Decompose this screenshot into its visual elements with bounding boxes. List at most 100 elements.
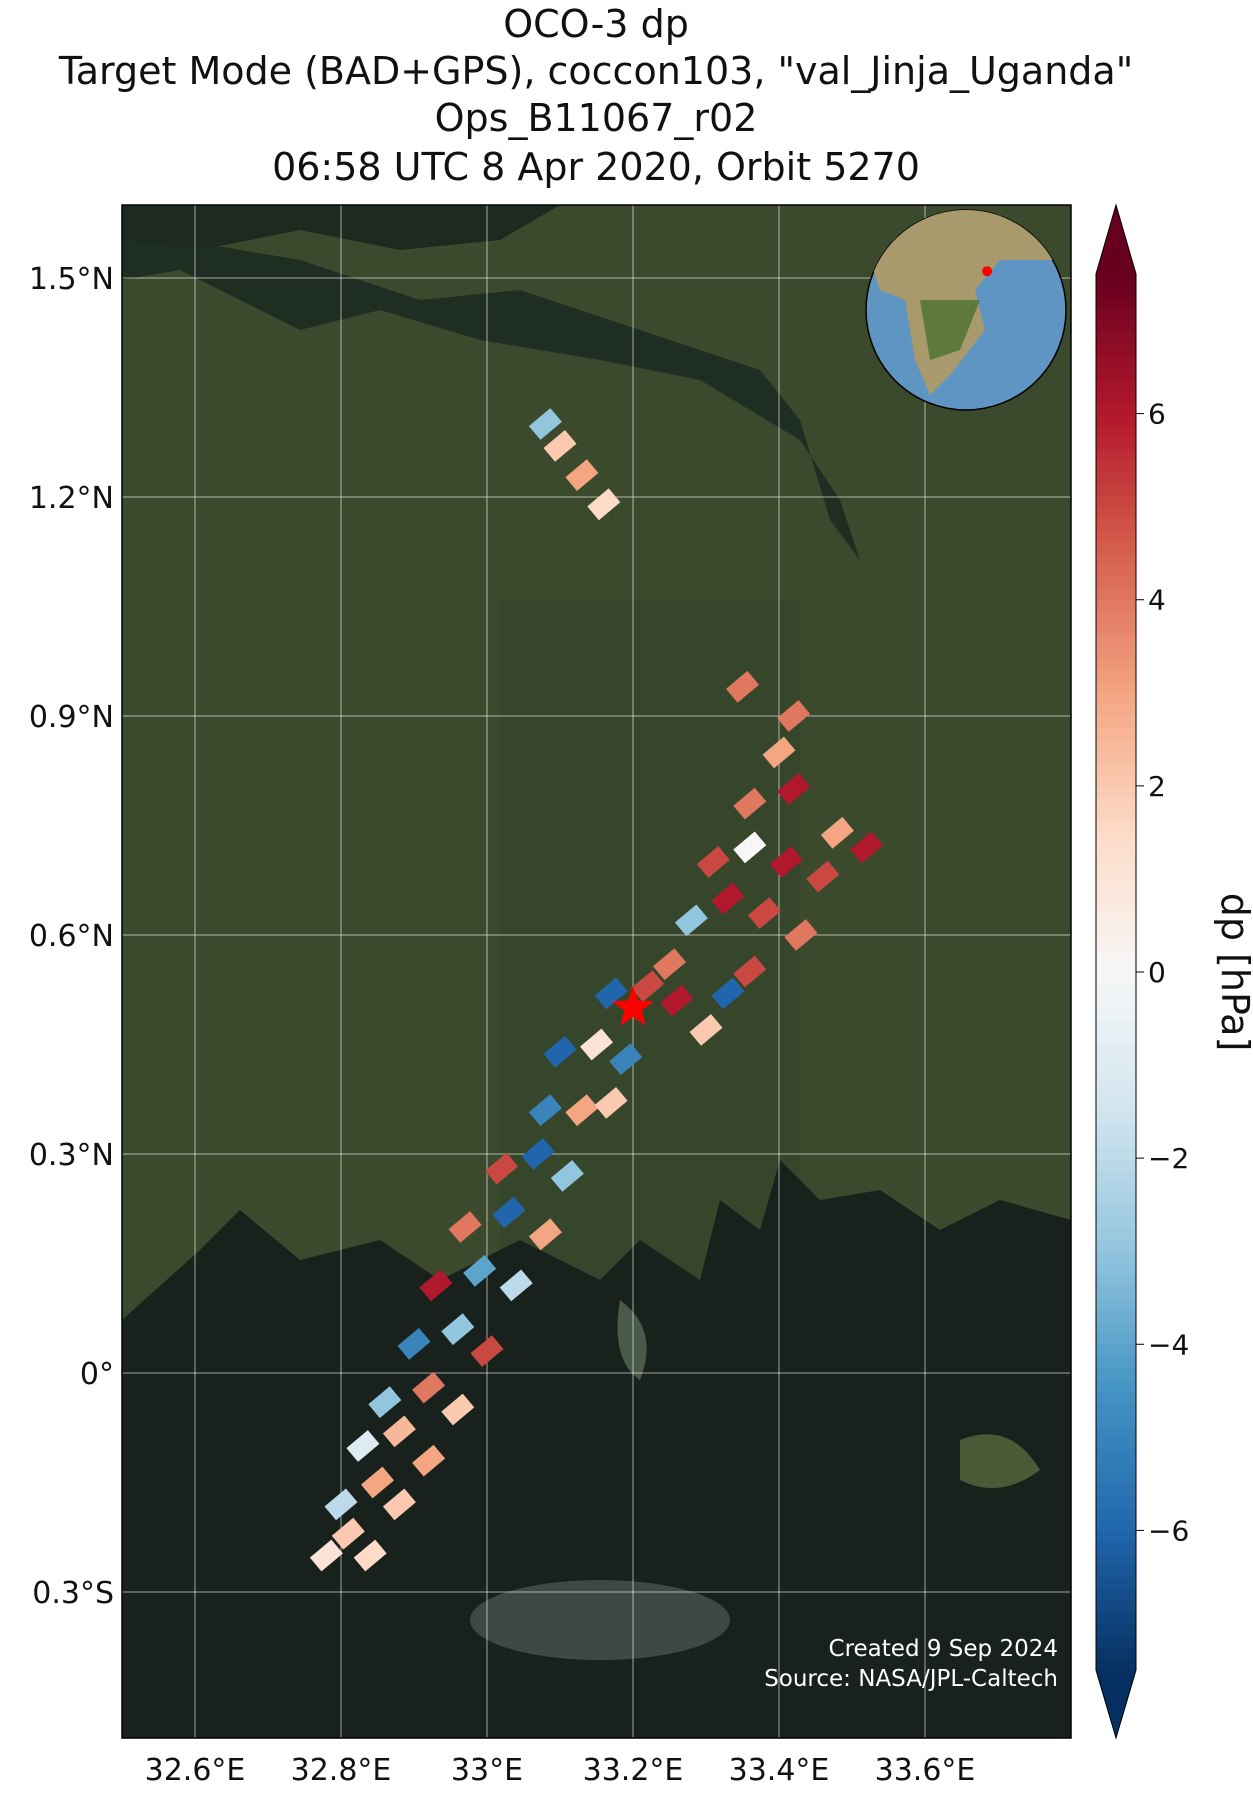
y-tick-label: 0.6°N bbox=[29, 919, 114, 954]
colorbar-segment bbox=[1096, 1309, 1136, 1322]
colorbar-segment bbox=[1096, 937, 1136, 950]
footprint bbox=[485, 1152, 519, 1185]
colorbar-segment bbox=[1096, 576, 1136, 589]
colorbar-segment bbox=[1096, 1425, 1136, 1438]
colorbar-segment bbox=[1096, 855, 1136, 868]
colorbar-segment bbox=[1096, 285, 1136, 298]
colorbar-segment bbox=[1096, 1414, 1136, 1427]
x-tick-label: 33°E bbox=[451, 1753, 523, 1788]
colorbar-segment bbox=[1096, 1483, 1136, 1497]
colorbar-segment bbox=[1096, 797, 1136, 810]
footprint bbox=[711, 977, 745, 1010]
y-tick-label: 0.9°N bbox=[29, 700, 114, 735]
colorbar-segment bbox=[1096, 844, 1136, 857]
colorbar-segment bbox=[1096, 1286, 1136, 1299]
globe-target bbox=[982, 266, 993, 277]
colorbar-segment bbox=[1096, 460, 1136, 473]
footprint bbox=[733, 787, 767, 820]
colorbar-segment bbox=[1096, 774, 1136, 787]
footprint bbox=[565, 1094, 599, 1127]
colorbar-segment bbox=[1096, 1507, 1136, 1520]
colorbar: −6 −4 −2 0 2 4 6 bbox=[1095, 203, 1189, 1740]
colorbar-segment bbox=[1096, 1123, 1136, 1136]
colorbar-segment bbox=[1096, 1635, 1136, 1648]
footprint bbox=[382, 1488, 416, 1521]
colorbar-segment bbox=[1096, 529, 1136, 543]
colorbar-segment bbox=[1096, 1297, 1136, 1310]
x-tick-label: 32.8°E bbox=[291, 1753, 392, 1788]
colorbar-segment bbox=[1096, 1646, 1136, 1659]
footprint bbox=[412, 1371, 446, 1404]
colorbar-segment bbox=[1096, 401, 1136, 415]
footprint bbox=[353, 1539, 387, 1572]
title-line: OCO-3 dp bbox=[503, 2, 689, 46]
colorbar-segment bbox=[1096, 564, 1136, 578]
y-tick-label: 0° bbox=[80, 1357, 114, 1392]
colorbar-segment bbox=[1096, 1018, 1136, 1031]
colorbar-segment bbox=[1096, 1169, 1136, 1182]
colorbar-segment bbox=[1096, 669, 1136, 682]
colorbar-segment bbox=[1096, 1402, 1136, 1415]
footprint bbox=[528, 408, 562, 440]
colorbar-segment bbox=[1096, 1565, 1136, 1578]
colorbar-segment bbox=[1096, 611, 1136, 624]
footprint bbox=[660, 984, 694, 1017]
footprint bbox=[820, 816, 854, 849]
footprint bbox=[762, 736, 796, 769]
credit: Source: NASA/JPL-Caltech bbox=[764, 1666, 1058, 1692]
colorbar-segment bbox=[1096, 1600, 1136, 1613]
colorbar-segment bbox=[1096, 1193, 1136, 1206]
colorbar-segment bbox=[1096, 1495, 1136, 1508]
island bbox=[617, 1300, 647, 1380]
colorbar-tick-label: −4 bbox=[1148, 1328, 1189, 1361]
footprint bbox=[594, 977, 628, 1010]
colorbar-outline bbox=[1095, 203, 1137, 1740]
colorbar-segment bbox=[1096, 716, 1136, 729]
colorbar-segment bbox=[1096, 413, 1136, 426]
footprint bbox=[733, 831, 767, 864]
colorbar-segment bbox=[1096, 623, 1136, 636]
colorbar-segment bbox=[1096, 762, 1136, 775]
colorbar-segment bbox=[1096, 1053, 1136, 1066]
colorbar-segment bbox=[1096, 1146, 1136, 1159]
footprint bbox=[652, 948, 687, 981]
colorbar-segment bbox=[1096, 890, 1136, 903]
colorbar-segment bbox=[1096, 483, 1136, 496]
footprint bbox=[331, 1517, 365, 1550]
colorbar-segment bbox=[1096, 1332, 1136, 1345]
colorbar-segment bbox=[1096, 518, 1136, 531]
colorbar-segment bbox=[1096, 913, 1136, 927]
colorbar-segment bbox=[1096, 867, 1136, 880]
colorbar-segment bbox=[1096, 809, 1136, 822]
colorbar-tick-label: 2 bbox=[1148, 770, 1166, 803]
title: OCO-3 dp Target Mode (BAD+GPS), coccon10… bbox=[58, 2, 1133, 189]
colorbar-segment bbox=[1096, 425, 1136, 438]
colorbar-segment bbox=[1096, 297, 1136, 310]
colorbar-segment bbox=[1096, 1448, 1136, 1462]
colorbar-segment bbox=[1096, 1227, 1136, 1241]
footprint bbox=[777, 773, 811, 805]
colorbar-segment bbox=[1096, 1553, 1136, 1566]
x-tick-label: 33.6°E bbox=[875, 1753, 976, 1788]
colorbar-segment bbox=[1096, 878, 1136, 892]
footprint bbox=[441, 1393, 475, 1426]
x-tick-label: 32.6°E bbox=[145, 1753, 246, 1788]
inset-globe bbox=[865, 209, 1067, 411]
colorbar-segment bbox=[1096, 820, 1136, 833]
footprint bbox=[419, 1269, 453, 1302]
colorbar-segment bbox=[1096, 390, 1136, 403]
colorbar-segment bbox=[1096, 448, 1136, 461]
footprint bbox=[360, 1466, 395, 1499]
colorbar-segment bbox=[1096, 1379, 1136, 1392]
colorbar-segment bbox=[1096, 785, 1136, 799]
footprint bbox=[397, 1327, 431, 1360]
footprint bbox=[528, 1218, 562, 1251]
x-tick-label: 33.2°E bbox=[583, 1753, 684, 1788]
colorbar-segment bbox=[1096, 495, 1136, 508]
footprint bbox=[609, 1043, 643, 1075]
island bbox=[960, 1434, 1040, 1488]
colorbar-segment bbox=[1096, 704, 1136, 717]
colorbar-segment bbox=[1096, 1460, 1136, 1473]
footprint bbox=[543, 430, 577, 462]
colorbar-segment bbox=[1096, 1099, 1136, 1113]
